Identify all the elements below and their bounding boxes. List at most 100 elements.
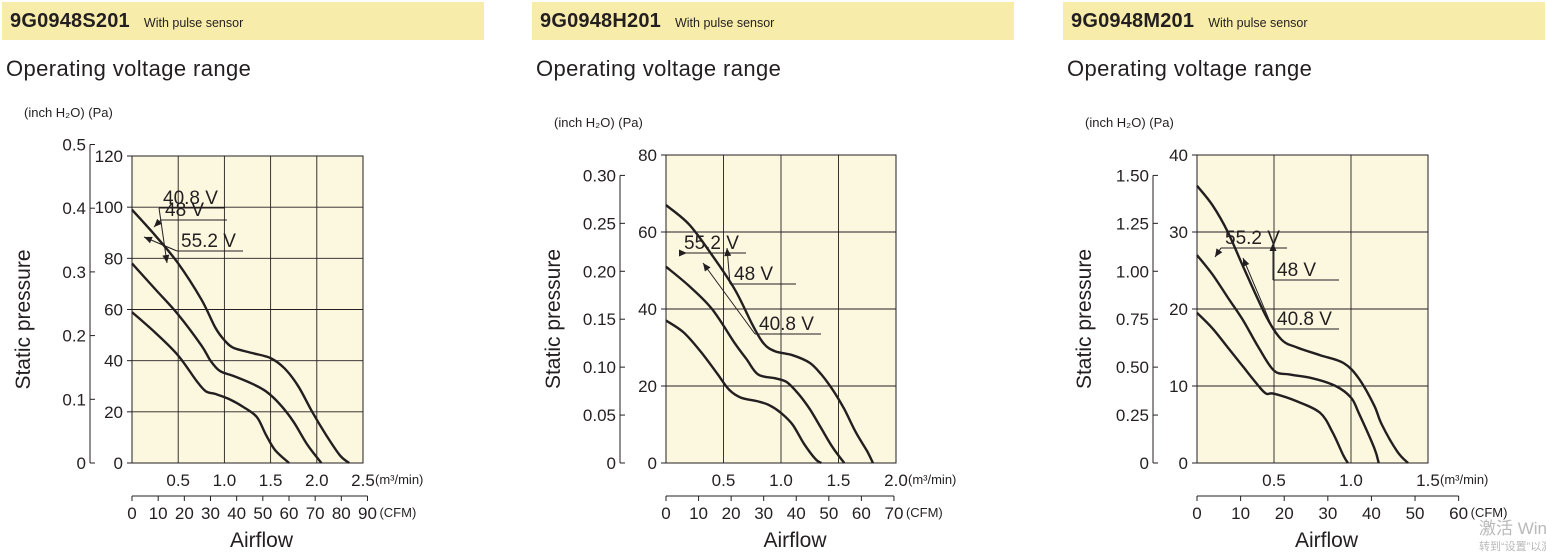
cfm-tick-label: 80: [332, 504, 351, 523]
inch-tick-label: 1.50: [1116, 166, 1149, 185]
model-note: With pulse sensor: [674, 15, 775, 30]
cfm-tick-label: 0: [127, 504, 136, 523]
x-unit-cfm: (CFM): [379, 505, 416, 520]
pa-tick-label: 80: [638, 146, 657, 165]
inch-tick-label: 0.20: [583, 262, 616, 281]
inch-tick-label: 0.75: [1116, 310, 1149, 329]
pa-tick-label: 0: [648, 454, 657, 473]
series-line: [665, 265, 846, 464]
pa-tick-label: 40: [638, 300, 657, 319]
series-label: 40.8 V: [163, 188, 218, 209]
m3-tick-label: 0.5: [712, 471, 736, 490]
inch-tick-label: 1.25: [1116, 214, 1149, 233]
inch-tick-label: 0.15: [583, 310, 616, 329]
chart-h201: 0 20 40 60 80 0 0.05 0.10 0.15 0.20 0.25 0.30 (inch …: [542, 115, 956, 552]
series-label: 40.8 V: [1277, 309, 1332, 330]
cfm-tick-label: 30: [754, 504, 773, 523]
series-line: [665, 204, 875, 464]
inch-tick-label: 0.05: [583, 406, 616, 425]
inch-tick-label: 0: [1140, 454, 1149, 473]
m3-tick-label: 1.0: [1339, 471, 1363, 490]
cfm-tick-label: 10: [149, 504, 168, 523]
cfm-tick-label: 60: [852, 504, 871, 523]
x-unit-m3: (m³/min): [908, 472, 956, 487]
m3-tick-label: 1.5: [827, 471, 851, 490]
pa-tick-label: 20: [104, 403, 123, 422]
cfm-tick-label: 60: [280, 504, 299, 523]
pa-tick-label: 20: [1169, 300, 1188, 319]
panel-s201: 9G0948S201 With pulse sensor Operating v…: [2, 0, 484, 559]
inch-tick-label: 0.50: [1116, 358, 1149, 377]
cfm-tick-label: 10: [689, 504, 708, 523]
y-axis-title: Static pressure: [12, 249, 35, 389]
label-arrowhead: [1269, 243, 1277, 251]
m3-tick-label: 1.5: [259, 471, 283, 490]
chart-m201: 01020304000.250.500.751.001.251.50(inch …: [1073, 115, 1508, 552]
label-arrowhead: [679, 249, 687, 257]
cfm-tick-label: 10: [1231, 504, 1250, 523]
m3-tick-label: 1.0: [769, 471, 793, 490]
cfm-tick-label: 50: [1406, 504, 1425, 523]
pa-tick-label: 20: [638, 377, 657, 396]
cfm-tick-label: 90: [358, 504, 377, 523]
model-note: With pulse sensor: [1208, 15, 1308, 30]
x-unit-m3: (m³/min): [1440, 472, 1488, 487]
cfm-tick-label: 50: [819, 504, 838, 523]
chart-title: Operating voltage range: [6, 56, 252, 81]
chart-title: Operating voltage range: [536, 56, 782, 81]
cfm-tick-label: 0: [1192, 504, 1201, 523]
label-arrowhead: [724, 248, 732, 257]
activation-watermark: 激活 Wind 转到“设置”以激: [1479, 520, 1546, 556]
cfm-tick-label: 20: [175, 504, 194, 523]
pa-tick-label: 0: [1179, 454, 1188, 473]
pa-tick-label: 40: [104, 352, 123, 371]
cfm-tick-label: 70: [884, 504, 903, 523]
pa-tick-label: 40: [1169, 146, 1188, 165]
m3-tick-label: 1.0: [213, 471, 237, 490]
pa-tick-label: 100: [95, 198, 123, 217]
x-axis-title: Airflow: [1295, 529, 1359, 552]
label-arrowhead: [154, 218, 163, 227]
inch-tick-label: 0.30: [583, 166, 616, 185]
pa-tick-label: 10: [1169, 377, 1188, 396]
x-axis-title: Airflow: [230, 529, 294, 552]
pa-tick-label: 30: [1169, 223, 1188, 242]
m3-tick-label: 2.5: [351, 471, 375, 490]
pa-tick-label: 0: [114, 454, 123, 473]
cfm-tick-label: 70: [306, 504, 325, 523]
inch-tick-label: 0.1: [62, 390, 86, 409]
series-label: 48 V: [165, 200, 204, 221]
inch-tick-label: 0.2: [62, 327, 86, 346]
series-line: [1196, 254, 1380, 464]
inch-tick-label: 0: [77, 454, 86, 473]
label-arrowhead: [1215, 248, 1223, 257]
inch-tick-label: 1.00: [1116, 262, 1149, 281]
y-unit-labels: (inch H₂O) (Pa): [554, 115, 643, 130]
label-arrowhead: [703, 263, 711, 272]
series-line: [665, 319, 822, 465]
y-axis-title: Static pressure: [1073, 249, 1096, 389]
chart-title: Operating voltage range: [1067, 56, 1313, 81]
model-header: 9G0948H201 With pulse sensor: [532, 2, 1014, 40]
model-number: 9G0948S201: [10, 9, 130, 32]
m3-tick-label: 2.0: [305, 471, 329, 490]
series-line: [1196, 185, 1409, 464]
x-unit-cfm: (CFM): [906, 505, 943, 520]
model-header: 9G0948M201 With pulse sensor: [1063, 2, 1545, 40]
label-leader: [702, 262, 756, 335]
label-arrowhead: [1242, 258, 1250, 267]
series-label: 40.8 V: [759, 314, 814, 335]
series-label: 55.2 V: [1225, 228, 1280, 249]
series-label: 48 V: [1277, 260, 1316, 281]
cfm-tick-label: 50: [253, 504, 272, 523]
series-line: [131, 208, 350, 464]
series-line: [1196, 311, 1349, 464]
cfm-tick-label: 40: [227, 504, 246, 523]
y-axis-title: Static pressure: [542, 249, 565, 389]
series-label: 55.2 V: [684, 233, 739, 254]
x-unit-cfm: (CFM): [1471, 505, 1508, 520]
watermark-line2: 转到“设置”以激: [1479, 541, 1546, 553]
inch-tick-label: 0.4: [62, 199, 86, 218]
cfm-tick-label: 30: [201, 504, 220, 523]
label-arrowhead: [162, 254, 170, 263]
